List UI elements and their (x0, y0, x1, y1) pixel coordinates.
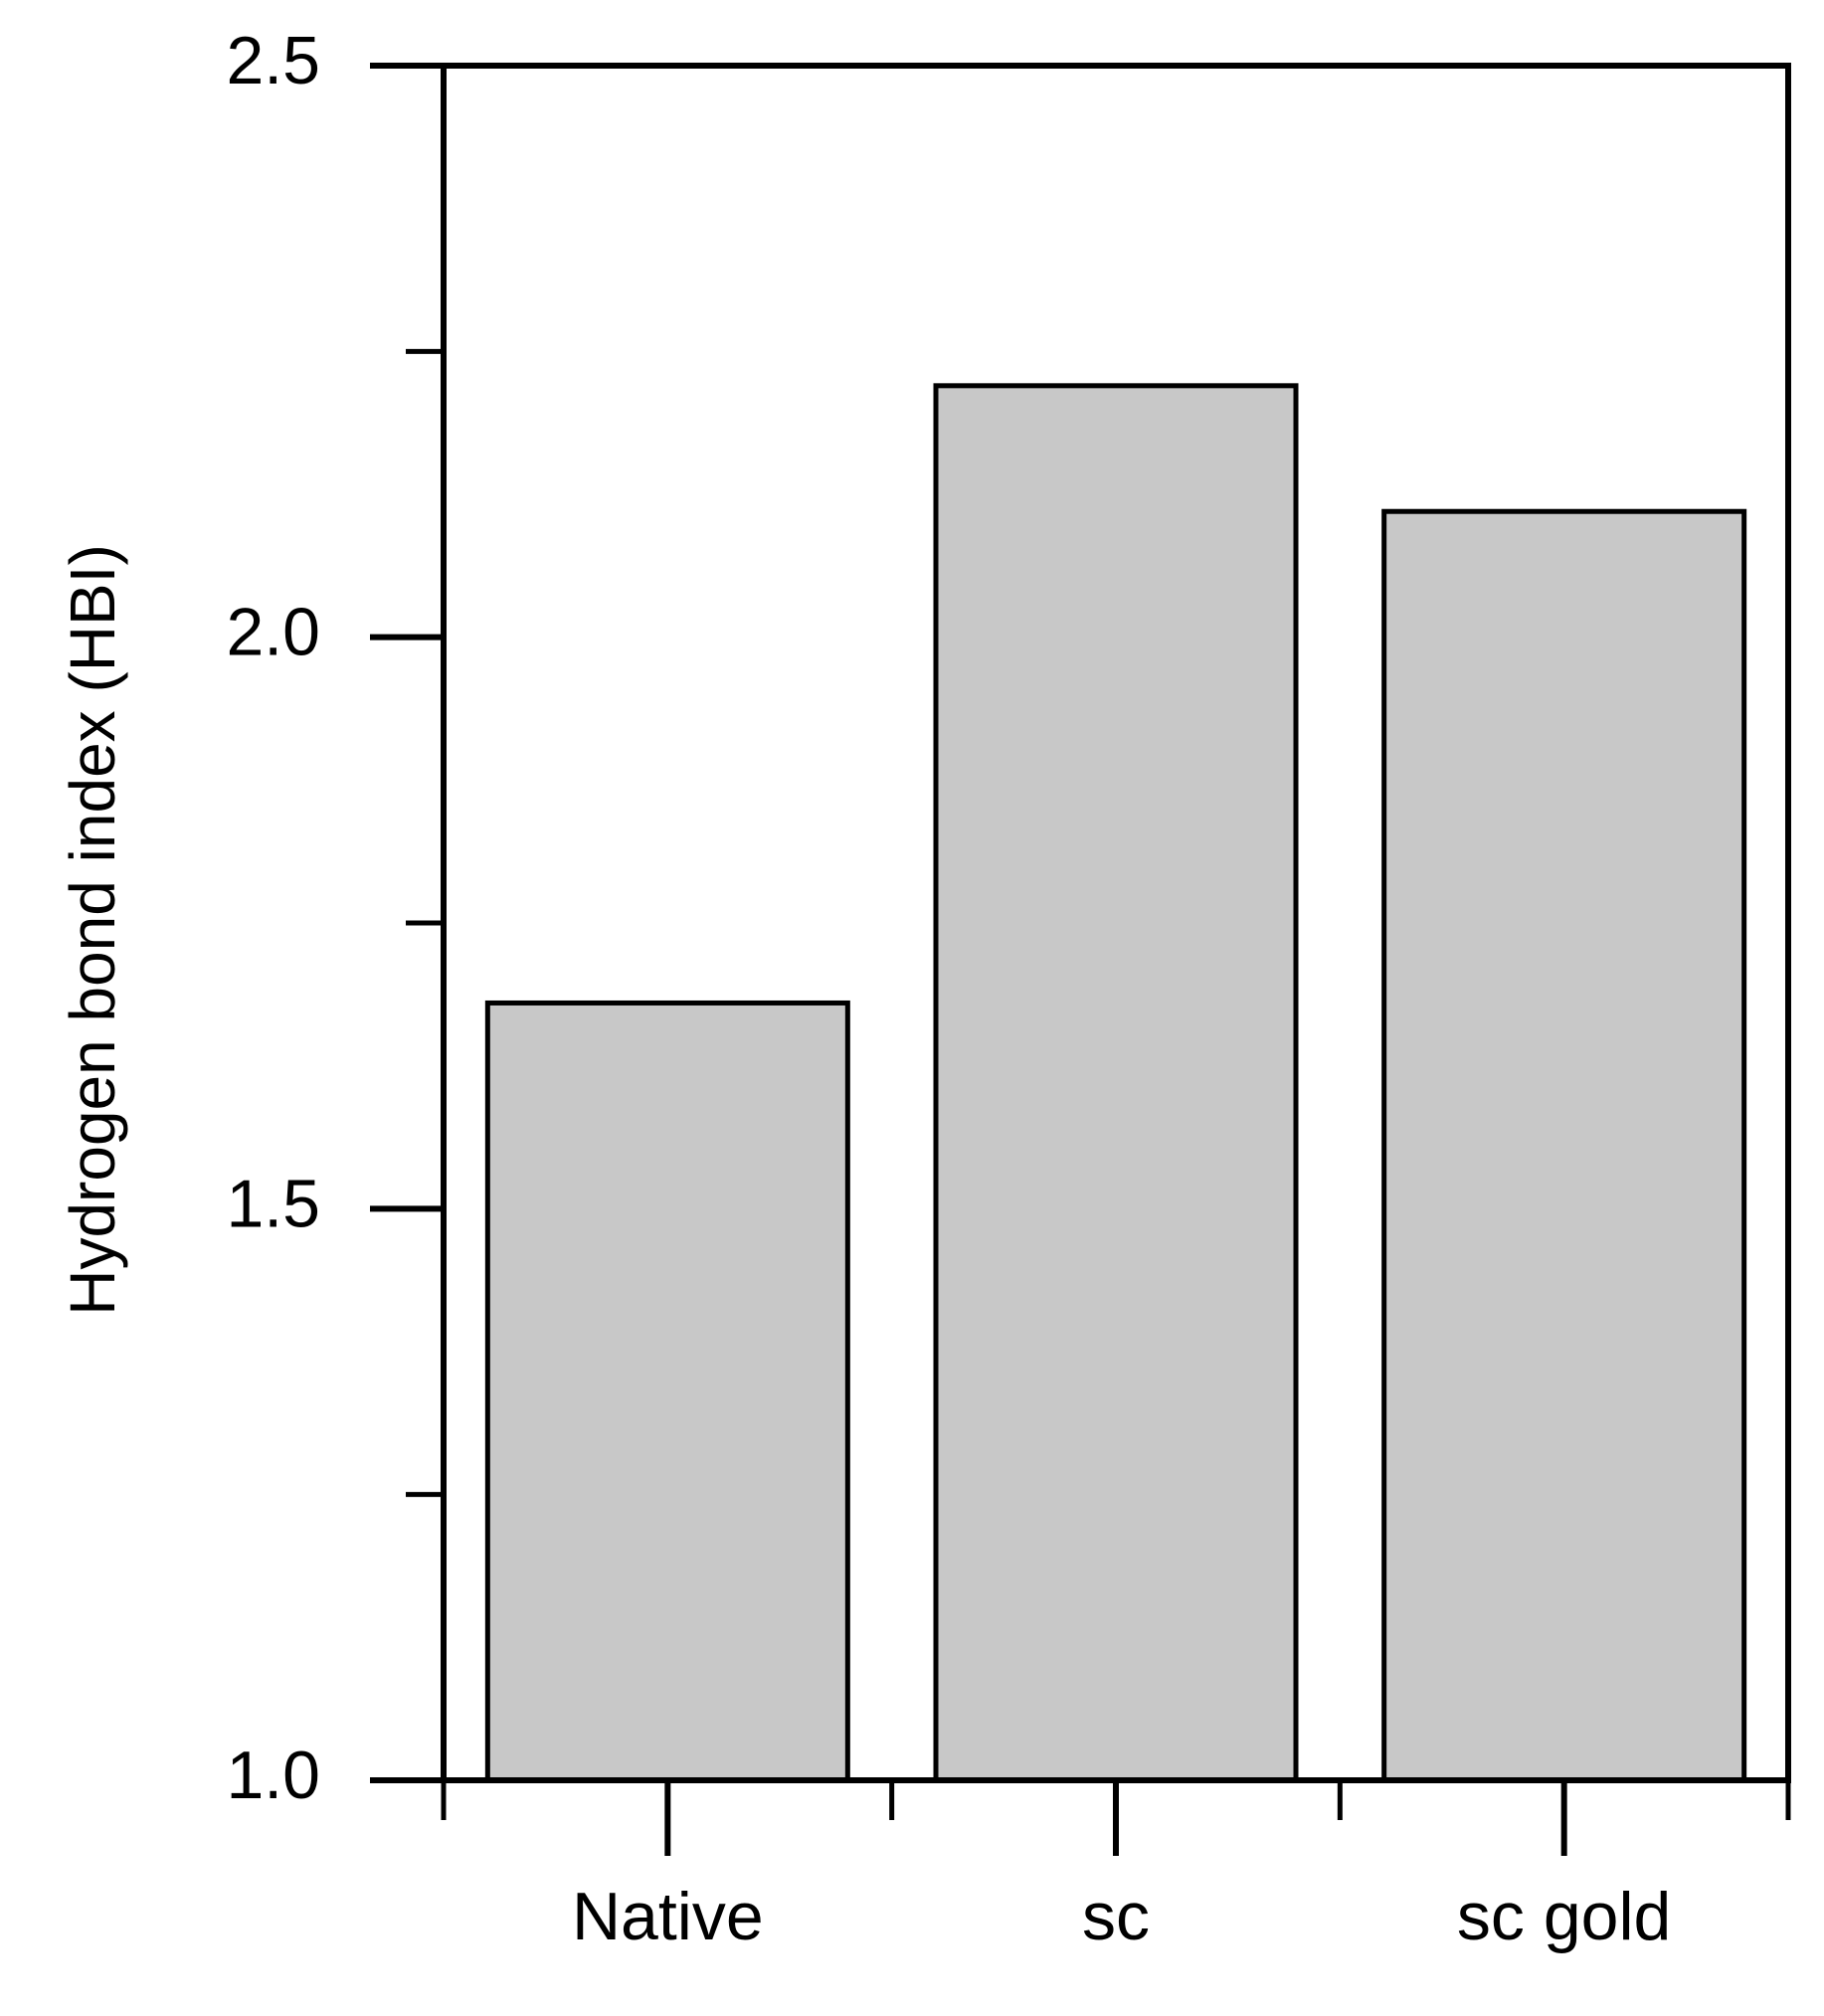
bar-sc (933, 383, 1299, 1783)
y-tick-label: 1.0 (226, 1738, 320, 1813)
x-tick-label: sc gold (1457, 1879, 1671, 1954)
bar-sc-gold (1381, 508, 1747, 1783)
x-axis-tick-labels: Native sc sc gold (572, 1879, 1671, 1954)
y-axis-title: Hydrogen bond index (HBI) (57, 544, 128, 1316)
x-tick-label: Native (572, 1879, 764, 1954)
y-tick-label: 2.5 (226, 23, 320, 98)
x-axis-ticks (441, 1780, 1791, 1856)
bar-native (484, 1000, 850, 1783)
y-tick-label: 2.0 (226, 595, 320, 670)
y-axis-tick-labels: 1.0 1.5 2.0 2.5 (226, 23, 320, 1813)
y-axis-ticks (370, 63, 444, 1783)
y-tick-label: 1.5 (226, 1166, 320, 1241)
x-tick-label: sc (1082, 1879, 1150, 1954)
bars-layer (484, 383, 1747, 1783)
